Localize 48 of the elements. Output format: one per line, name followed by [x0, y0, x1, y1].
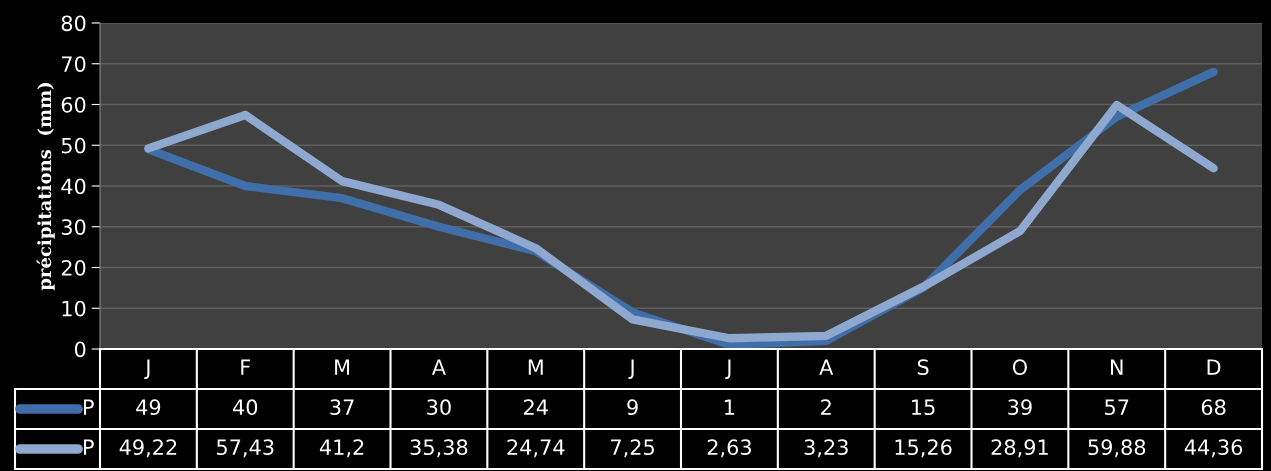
y-tick-label: 10 — [62, 300, 86, 317]
data-label: 35,38 — [410, 439, 468, 458]
data-label: 57,43 — [217, 439, 274, 458]
data-label: 68 — [1201, 399, 1226, 416]
y-tick-label: 30 — [61, 219, 86, 235]
y-tick-label: 80 — [61, 15, 86, 32]
x-tick-label: N — [1111, 359, 1123, 375]
data-label: 1 — [725, 399, 735, 415]
data-label: 9 — [627, 399, 638, 416]
data-label: 24,74 — [507, 439, 565, 458]
data-label: 30 — [427, 399, 451, 416]
data-label: 49,22 — [119, 439, 177, 458]
data-label: 37 — [330, 399, 354, 416]
x-tick-label: J — [144, 359, 150, 379]
x-tick-label: J — [725, 359, 731, 379]
x-tick-label: D — [1207, 359, 1221, 375]
y-tick-label: 50 — [61, 137, 86, 154]
data-label: 41,2 — [319, 439, 364, 458]
x-tick-label: A — [431, 359, 446, 375]
x-tick-label: F — [241, 359, 251, 375]
data-label: 39 — [1008, 399, 1032, 416]
y-tick-label: 70 — [62, 56, 86, 72]
data-label: 49 — [136, 399, 161, 416]
data-label: 15 — [912, 399, 935, 416]
x-tick-label: M — [528, 359, 543, 375]
y-tick-label: 20 — [61, 259, 86, 276]
data-label: 3,23 — [804, 439, 848, 458]
x-tick-label: J — [628, 359, 634, 379]
data-label: 15,26 — [895, 439, 952, 458]
y-axis-title: précipitations (mm) — [36, 83, 55, 291]
x-tick-label: S — [917, 359, 929, 376]
data-label: 2 — [821, 399, 831, 415]
y-tick-label: 40 — [61, 178, 86, 195]
data-label: 2,63 — [707, 439, 751, 458]
data-label: 40 — [233, 399, 258, 416]
legend-label: P — [84, 399, 94, 415]
data-label: 7,25 — [611, 439, 654, 458]
data-label: 28,91 — [991, 439, 1048, 458]
data-label: 57 — [1105, 399, 1129, 416]
y-tick-label: 0 — [74, 341, 86, 358]
x-tick-label: M — [335, 359, 350, 375]
data-label: 59,88 — [1088, 439, 1146, 458]
x-tick-label: A — [819, 359, 834, 375]
legend-label: P — [84, 439, 94, 455]
x-tick-label: O — [1012, 359, 1027, 376]
data-label: 44,36 — [1184, 439, 1243, 458]
y-tick-label: 60 — [61, 96, 86, 113]
data-label: 24 — [524, 399, 548, 415]
